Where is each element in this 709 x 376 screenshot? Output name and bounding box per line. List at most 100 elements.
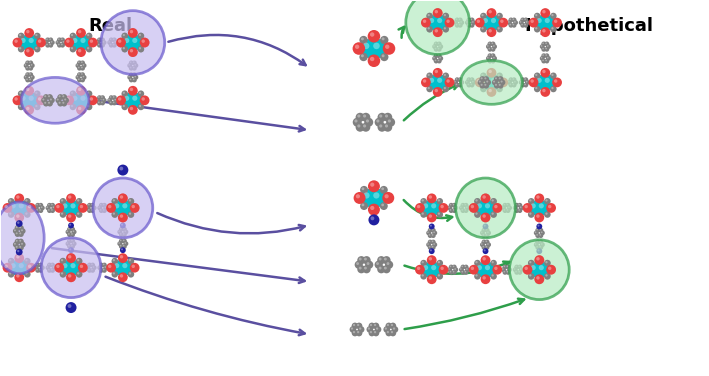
Circle shape	[498, 84, 501, 86]
Circle shape	[541, 45, 542, 47]
Circle shape	[25, 76, 26, 77]
Circle shape	[427, 212, 437, 222]
Circle shape	[86, 206, 90, 210]
Circle shape	[454, 206, 458, 210]
Circle shape	[119, 232, 124, 237]
Circle shape	[88, 209, 90, 211]
Circle shape	[469, 203, 479, 213]
Circle shape	[458, 23, 463, 28]
Circle shape	[444, 14, 446, 16]
Circle shape	[77, 199, 79, 202]
Circle shape	[99, 268, 104, 273]
Circle shape	[537, 223, 542, 229]
Circle shape	[542, 53, 546, 58]
Circle shape	[460, 268, 462, 270]
Circle shape	[66, 253, 76, 263]
Circle shape	[133, 67, 135, 68]
Circle shape	[121, 35, 136, 50]
Circle shape	[477, 265, 482, 270]
Circle shape	[454, 18, 459, 22]
Circle shape	[491, 18, 496, 23]
Circle shape	[128, 258, 134, 264]
Circle shape	[512, 18, 516, 22]
Circle shape	[512, 77, 516, 82]
Circle shape	[60, 198, 66, 205]
Circle shape	[438, 56, 443, 61]
Circle shape	[377, 265, 386, 273]
Circle shape	[483, 248, 489, 254]
Circle shape	[123, 240, 125, 241]
Circle shape	[513, 206, 518, 210]
Circle shape	[489, 75, 503, 90]
Circle shape	[36, 264, 38, 265]
Circle shape	[61, 96, 62, 98]
Circle shape	[545, 53, 549, 58]
Circle shape	[111, 211, 118, 218]
Circle shape	[68, 274, 72, 277]
Circle shape	[352, 42, 365, 55]
Circle shape	[142, 97, 145, 101]
Circle shape	[28, 96, 34, 101]
Circle shape	[16, 240, 18, 241]
Circle shape	[50, 262, 55, 267]
Circle shape	[514, 270, 519, 275]
Circle shape	[449, 270, 454, 275]
Circle shape	[489, 89, 492, 92]
Circle shape	[122, 232, 127, 237]
Circle shape	[371, 217, 374, 220]
Circle shape	[545, 47, 549, 52]
Circle shape	[534, 86, 540, 92]
Circle shape	[373, 192, 379, 199]
Circle shape	[506, 203, 510, 208]
Circle shape	[356, 123, 364, 132]
Circle shape	[35, 268, 40, 273]
Circle shape	[535, 274, 545, 284]
Circle shape	[480, 15, 495, 30]
Circle shape	[492, 265, 502, 274]
Circle shape	[65, 241, 70, 246]
Circle shape	[491, 41, 496, 46]
Circle shape	[101, 44, 103, 45]
Circle shape	[530, 265, 536, 270]
Circle shape	[91, 269, 93, 271]
Circle shape	[352, 330, 358, 337]
Circle shape	[19, 34, 21, 36]
Circle shape	[8, 211, 14, 218]
Circle shape	[123, 241, 128, 246]
Circle shape	[61, 44, 62, 45]
Circle shape	[55, 98, 60, 103]
Circle shape	[79, 265, 83, 268]
Circle shape	[11, 263, 16, 268]
Circle shape	[526, 21, 527, 23]
Circle shape	[61, 259, 63, 261]
Circle shape	[512, 23, 516, 28]
Circle shape	[381, 37, 384, 40]
Circle shape	[68, 214, 72, 218]
Circle shape	[474, 262, 489, 277]
Circle shape	[542, 54, 544, 56]
Circle shape	[122, 239, 127, 243]
Circle shape	[465, 267, 470, 272]
Circle shape	[529, 274, 532, 276]
Circle shape	[60, 38, 65, 42]
Circle shape	[429, 195, 432, 199]
Circle shape	[459, 24, 460, 26]
Circle shape	[48, 102, 50, 104]
Circle shape	[80, 96, 86, 101]
Circle shape	[524, 83, 526, 85]
Circle shape	[26, 67, 28, 68]
Circle shape	[71, 228, 73, 229]
Circle shape	[542, 10, 546, 14]
Circle shape	[432, 68, 442, 78]
Circle shape	[19, 240, 21, 241]
Circle shape	[519, 80, 524, 85]
Circle shape	[437, 54, 440, 56]
Circle shape	[16, 260, 30, 275]
Circle shape	[480, 75, 495, 90]
Circle shape	[488, 59, 492, 64]
Circle shape	[469, 18, 474, 22]
Circle shape	[464, 204, 467, 205]
Circle shape	[449, 265, 454, 270]
Circle shape	[471, 24, 472, 26]
Circle shape	[390, 330, 396, 337]
